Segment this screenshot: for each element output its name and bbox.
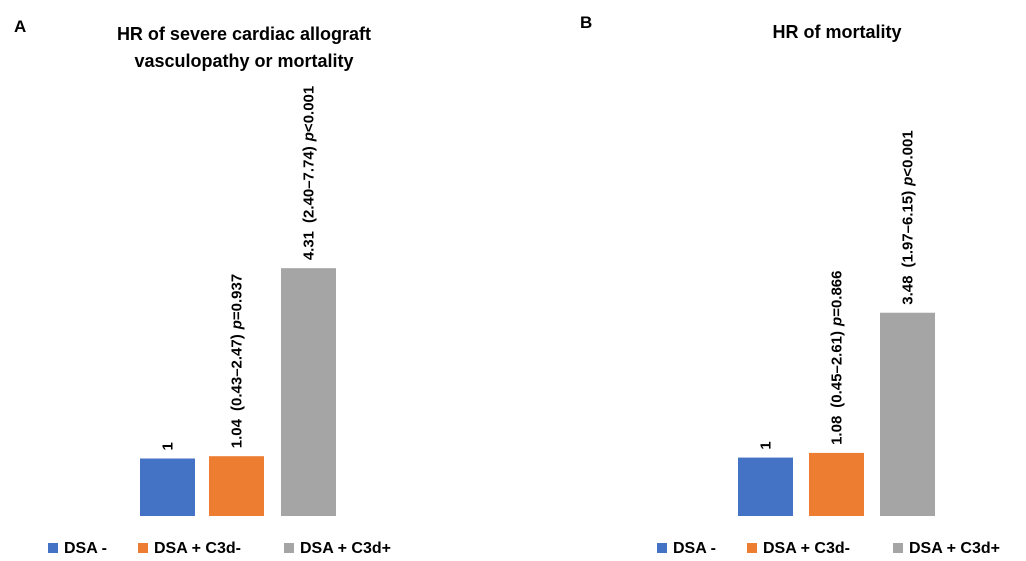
panel-a-legend: DSA - DSA + C3d- DSA + C3d+ xyxy=(48,540,391,557)
panel-a-legend-swatch-1 xyxy=(48,543,58,553)
panel-a-title-line-2: vasculopathy or mortality xyxy=(134,51,353,71)
panel-b-bar-3 xyxy=(880,312,935,516)
panel-b-legend-label-3: DSA + C3d+ xyxy=(909,540,1000,557)
panel-a: A HR of severe cardiac allograft vasculo… xyxy=(14,17,391,557)
panel-a-legend-swatch-3 xyxy=(284,543,294,553)
panel-b-data-label-2: 1.08(0.45–2.61)p=0.866 xyxy=(829,271,846,445)
panel-a-legend-label-3: DSA + C3d+ xyxy=(300,540,391,557)
panel-a-legend-swatch-2 xyxy=(138,543,148,553)
panel-b-legend-swatch-1 xyxy=(657,543,667,553)
panel-a-data-label-1: 1 xyxy=(160,442,177,450)
panel-b-data-labels: 1 1.08(0.45–2.61)p=0.866 3.48(1.97–6.15)p<… xyxy=(758,130,917,449)
panel-b-legend-label-2: DSA + C3d- xyxy=(763,540,850,557)
panel-a-bar-3 xyxy=(281,268,336,516)
panel-b-legend-swatch-3 xyxy=(893,543,903,553)
panel-a-legend-label-2: DSA + C3d- xyxy=(154,540,241,557)
panel-b-bars xyxy=(738,312,935,516)
panel-a-legend-label-1: DSA - xyxy=(64,540,107,557)
panel-a-letter: A xyxy=(14,17,26,36)
panel-a-data-labels: 1 1.04(0.43–2.47)p=0.937 4.31(2.40–7.74)p<… xyxy=(160,86,318,451)
panel-b-legend: DSA - DSA + C3d- DSA + C3d+ xyxy=(657,540,1000,557)
panel-b-data-label-3: 3.48(1.97–6.15)p<0.001 xyxy=(900,130,917,304)
panel-b-title: HR of mortality xyxy=(772,22,901,42)
panel-a-data-label-2: 1.04(0.43–2.47)p=0.937 xyxy=(229,274,246,448)
panel-b-legend-swatch-2 xyxy=(747,543,757,553)
panel-b-bar-1 xyxy=(738,457,793,516)
panel-b: B HR of mortality 1 1.08(0.45–2.61)p=0.86… xyxy=(580,13,1000,557)
panel-a-bars xyxy=(140,268,336,516)
panel-b-data-label-1: 1 xyxy=(758,441,775,449)
panel-b-letter: B xyxy=(580,13,592,32)
panel-a-title-line-1: HR of severe cardiac allograft xyxy=(117,24,371,44)
panel-a-data-label-3: 4.31(2.40–7.74)p<0.001 xyxy=(301,86,318,260)
panel-b-legend-label-1: DSA - xyxy=(673,540,716,557)
panel-a-bar-1 xyxy=(140,458,195,516)
panel-a-bar-2 xyxy=(209,456,264,516)
panel-b-bar-2 xyxy=(809,452,864,516)
